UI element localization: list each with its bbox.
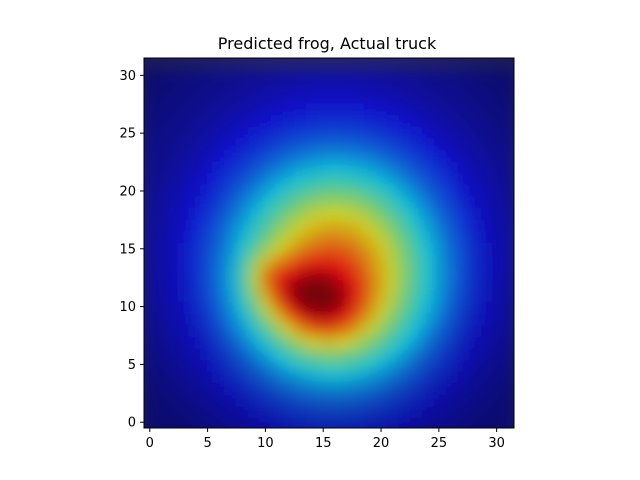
heatmap-shading [144,58,514,428]
y-tick-label: 25 [119,127,136,142]
plot-area [144,58,514,428]
x-tick-label: 0 [146,436,154,451]
y-tick-label: 30 [119,69,136,84]
x-tick-label: 25 [431,436,448,451]
x-tick-label: 20 [373,436,390,451]
plot-frame [143,57,515,429]
x-tick-label: 30 [488,436,505,451]
y-axis: 0 5 10 15 20 25 30 [119,69,144,431]
y-tick-label: 0 [128,416,136,431]
x-axis: 0 5 10 15 20 25 30 [146,428,505,451]
chart-title: Predicted frog, Actual truck [218,34,437,53]
x-tick-label: 15 [315,436,332,451]
x-tick-label: 5 [203,436,211,451]
x-tick-label: 10 [257,436,274,451]
y-tick-label: 15 [119,242,136,257]
y-tick-label: 10 [119,300,136,315]
y-tick-label: 20 [119,184,136,199]
y-tick-label: 5 [128,358,136,373]
